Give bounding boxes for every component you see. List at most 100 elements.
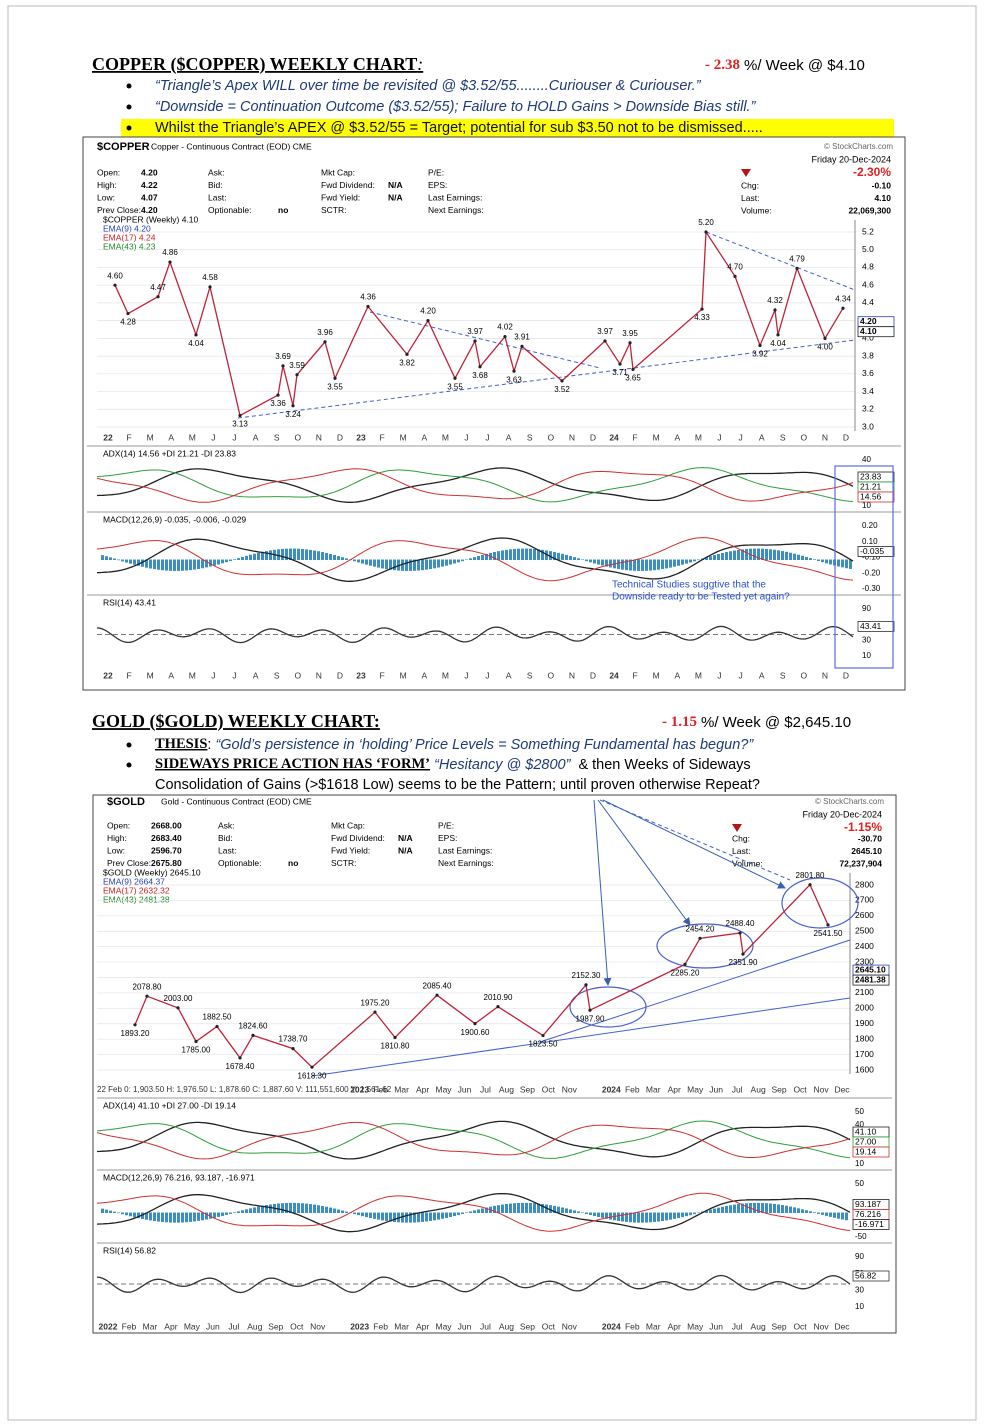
histogram-bar — [829, 1212, 832, 1217]
histogram-bar — [237, 558, 240, 560]
x-month-label: Feb — [122, 1321, 137, 1331]
histogram-bar — [101, 555, 104, 560]
pivot-label: 3.36 — [270, 399, 286, 408]
pivot-point — [823, 336, 827, 340]
pivot-label: 4.70 — [727, 262, 743, 271]
summary-label: Volume: — [741, 205, 772, 215]
histogram-bar — [529, 1202, 532, 1213]
histogram-bar — [421, 1212, 424, 1222]
x-month-label: D — [337, 432, 343, 442]
histogram-bar — [657, 559, 660, 570]
histogram-bar — [629, 559, 632, 571]
histogram-bar — [777, 1204, 780, 1213]
summary-label: Last: — [741, 193, 759, 203]
x-month-label: Jul — [480, 1084, 491, 1094]
histogram-bar — [293, 548, 296, 560]
pivot-label: 1882.50 — [203, 1013, 232, 1022]
histogram-bar — [709, 1209, 712, 1213]
stat-label: Fwd Dividend: — [331, 833, 385, 843]
x-month-label: May — [687, 1321, 704, 1331]
histogram-bar — [517, 1202, 520, 1213]
highlight — [121, 119, 894, 137]
histogram-bar — [305, 1203, 308, 1213]
histogram-bar — [229, 559, 232, 562]
pivot-label: 2285.20 — [671, 968, 700, 977]
histogram-bar — [249, 554, 252, 560]
x-month-label: M — [147, 670, 154, 680]
x-month-label: Jul — [228, 1321, 239, 1331]
x-month-label: F — [126, 670, 131, 680]
histogram-bar — [109, 557, 112, 560]
y-tick-label: 2300 — [855, 956, 874, 966]
histogram-bar — [121, 559, 124, 562]
histogram-bar — [645, 1212, 648, 1223]
x-month-label: J — [232, 670, 236, 680]
histogram-bar — [201, 559, 204, 569]
histogram-bar — [497, 1205, 500, 1213]
stat-label: Low: — [107, 845, 125, 855]
pivot-point — [628, 341, 632, 345]
histogram-bar — [753, 548, 756, 560]
pivot-label: 1738.70 — [279, 1035, 308, 1044]
stat-value: 4.07 — [141, 192, 158, 202]
histogram-bar — [197, 1212, 200, 1221]
chart-frame — [82, 136, 906, 691]
histogram-bar — [553, 1205, 556, 1213]
histogram-bar — [841, 559, 844, 568]
histogram-bar — [837, 559, 840, 567]
histogram-bar — [757, 548, 760, 560]
y-tick-label: 3.0 — [862, 421, 874, 431]
x-month-label: Oct — [542, 1321, 556, 1331]
highlight-ellipse — [656, 923, 754, 969]
x-month-label: Sep — [520, 1084, 535, 1094]
histogram-bar — [137, 1212, 140, 1219]
indicator-line — [96, 1120, 851, 1159]
histogram-bar — [521, 1202, 524, 1213]
histogram-bar — [801, 1209, 804, 1213]
x-month-label: Nov — [562, 1321, 578, 1331]
histogram-bar — [669, 559, 672, 568]
histogram-bar — [321, 552, 324, 560]
indicator-tag: 23.83 — [860, 471, 882, 481]
histogram-bar — [125, 1212, 128, 1216]
histogram-bar — [477, 555, 480, 560]
pivot-point — [276, 393, 280, 397]
histogram-bar — [209, 559, 212, 567]
pivot-label: 3.13 — [232, 420, 248, 429]
x-month-label: J — [211, 432, 215, 442]
pivot-point — [405, 352, 409, 356]
histogram-bar — [577, 1211, 580, 1213]
histogram-bar — [149, 1212, 152, 1221]
histogram-bar — [677, 559, 680, 566]
y-tick-label: 2500 — [855, 926, 874, 936]
histogram-bar — [133, 559, 136, 565]
price-tag-box — [857, 326, 895, 338]
histogram-bar — [157, 1212, 160, 1222]
stat-value: no — [288, 858, 298, 868]
x-month-label: O — [294, 670, 301, 680]
stat-value: 2683.40 — [151, 833, 182, 843]
histogram-bar — [365, 1212, 368, 1218]
histogram-bar — [601, 559, 604, 566]
pivot-label: 4.60 — [107, 271, 123, 280]
pivot-label: 1823.50 — [529, 1040, 558, 1049]
histogram-bar — [321, 1205, 324, 1213]
histogram-bar — [485, 553, 488, 560]
histogram-bar — [477, 1209, 480, 1213]
histogram-bar — [741, 1203, 744, 1213]
histogram-bar — [533, 1203, 536, 1213]
histogram-bar — [757, 1202, 760, 1213]
histogram-bar — [281, 1203, 284, 1213]
histogram-bar — [669, 1212, 672, 1220]
panel-tick-label: 50 — [855, 1179, 864, 1188]
histogram-bar — [605, 1212, 608, 1219]
x-month-label: Aug — [751, 1084, 766, 1094]
hover-readout: 22 Feb 0: 1,903.50 H: 1,976.50 L: 1,878.… — [97, 1085, 392, 1094]
histogram-bar — [269, 1204, 272, 1213]
x-month-label: Sep — [268, 1321, 283, 1331]
pivot-point — [208, 285, 212, 289]
histogram-bar — [169, 559, 172, 571]
histogram-bar — [365, 559, 368, 565]
histogram-bar — [493, 1205, 496, 1213]
pivot-point — [281, 364, 285, 368]
